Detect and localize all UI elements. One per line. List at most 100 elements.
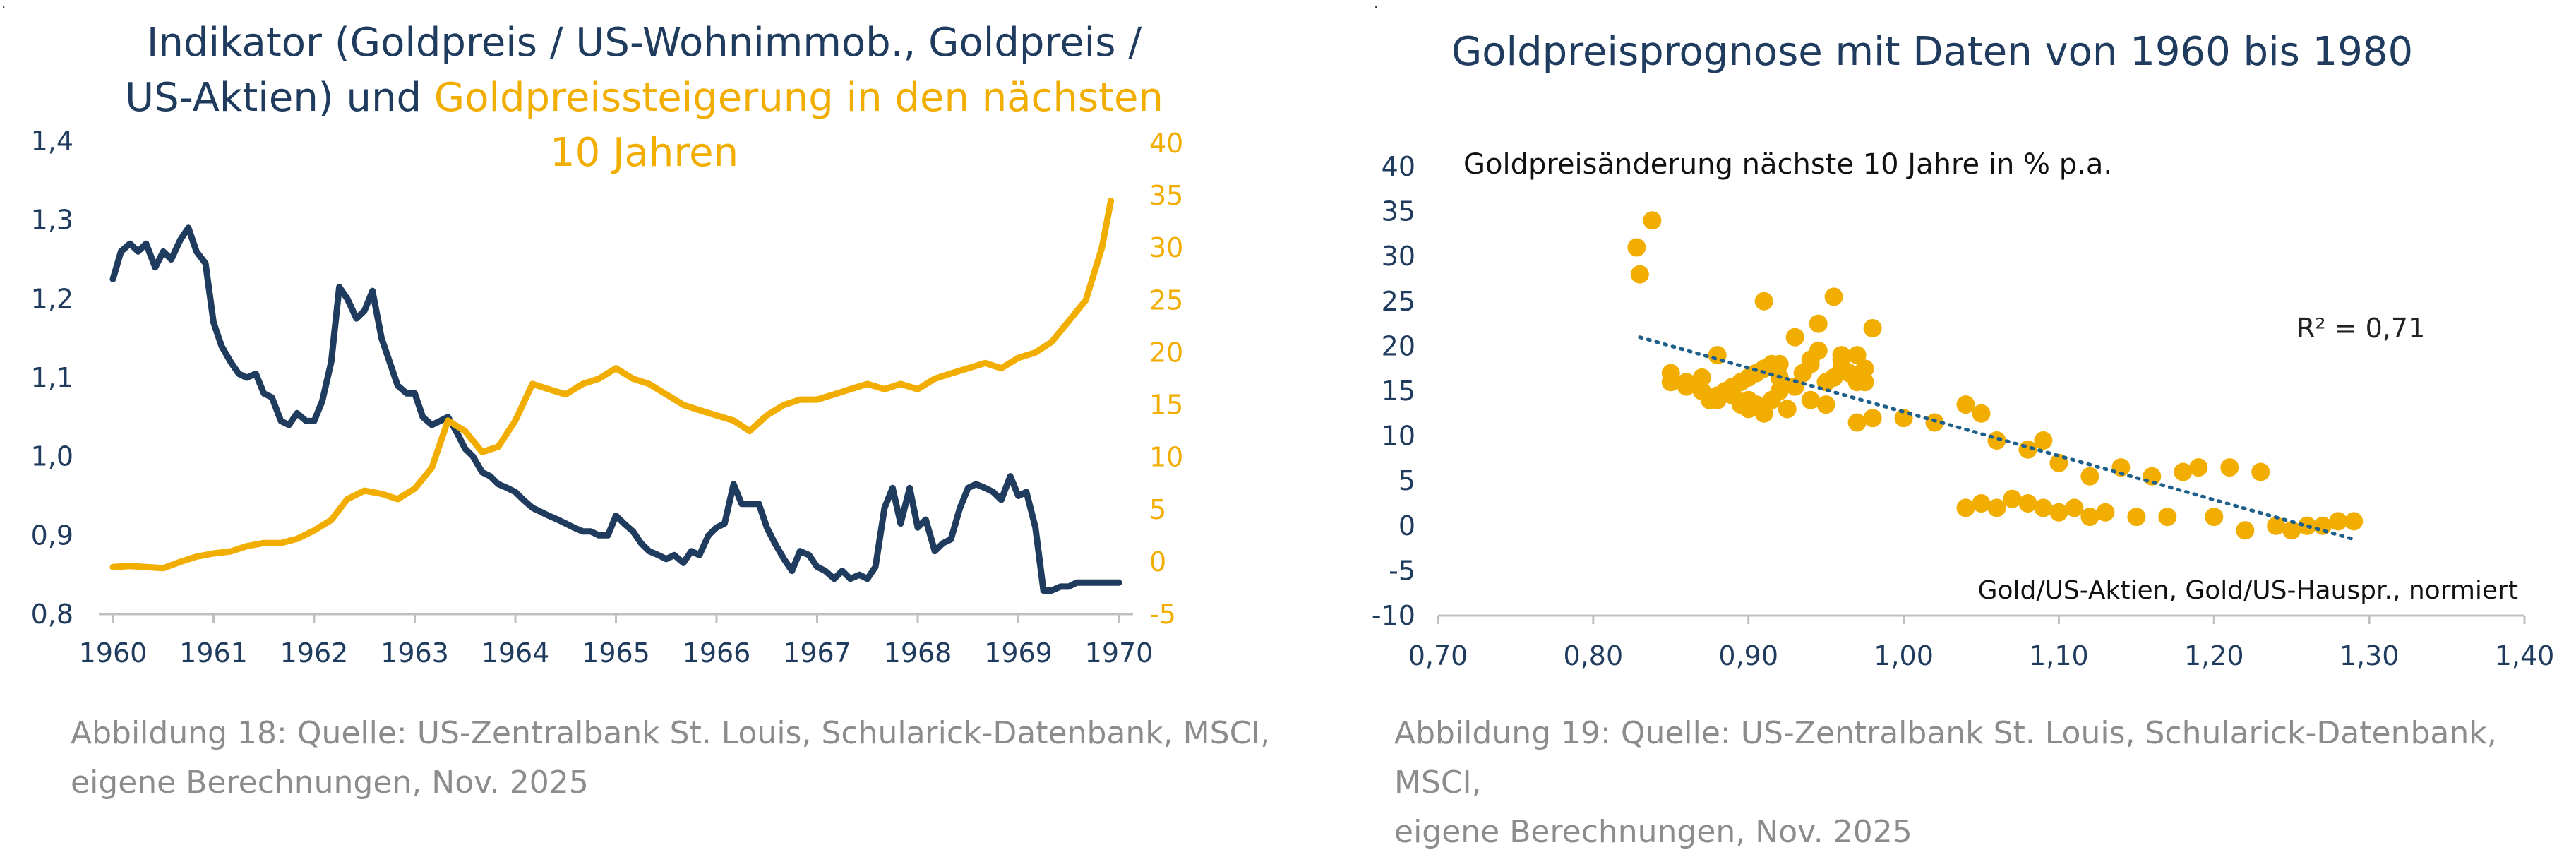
right-chart-title: Goldpreisprognose mit Daten von 1960 bis… [1451,29,2414,75]
r-squared-annotation: R² = 0,71 [2296,313,2425,344]
left-y-tick-label: 1,4 [31,126,73,157]
scatter-point [2329,512,2348,531]
scatter-y-tick-label: 40 [1382,151,1415,182]
scatter-point [1987,431,2006,450]
scatter-point [1630,265,1649,284]
scatter-point [1855,359,1874,378]
left-x-tick-label: 1969 [984,637,1053,669]
scatter-point [1739,400,1758,419]
scatter-y-axis-label: Goldpreisänderung nächste 10 Jahre in % … [1463,148,2112,181]
indicator-series-line [109,224,1122,594]
right-y-tick-label: 15 [1149,390,1183,421]
left-caption-line2: eigene Berechnungen, Nov. 2025 [71,765,589,801]
left-x-tick-label: 1962 [280,637,349,669]
scatter-point [1832,359,1851,378]
scatter-point [1754,404,1773,423]
scatter-point [2065,498,2084,517]
right-y-tick-label: 20 [1149,337,1183,368]
scatter-point [2251,462,2270,481]
scatter-point [1972,494,1991,513]
scatter-y-tick-label: 20 [1382,330,1415,361]
scatter-point [1816,395,1835,414]
trend-line [1638,335,2356,541]
right-y-tick-label: 35 [1149,180,1183,211]
scatter-point [2111,458,2131,477]
scatter-point [1863,319,1882,337]
scatter-point [2267,516,2286,535]
scatter-y-tick-label: 30 [1382,241,1415,272]
left-y-tick-label: 1,1 [31,362,73,393]
left-title-navy-part: US-Aktien) und [125,75,421,121]
scatter-point [2174,462,2193,481]
scatter-y-tick-label: 35 [1382,196,1415,227]
left-title-gold-part: Goldpreissteigerung in den nächsten [433,75,1163,121]
right-y-tick-label: 5 [1149,494,1166,525]
scatter-point [1793,364,1812,383]
left-line-chart: 1960 1961 1962 1963 1964 1965 1966 1967 1968 1969… [31,126,1184,669]
right-y-tick-label: 40 [1149,128,1183,159]
right-y-tick-label: -5 [1149,599,1176,630]
scatter-point [1956,395,1975,414]
scatter-y-tick-label: 5 [1398,465,1415,496]
left-y-tick-label: 0,8 [31,599,73,630]
scatter-x-tick-label: 1,10 [2029,640,2089,671]
scatter-point [1863,409,1882,428]
left-chart-caption: Abbildung 18: Quelle: US-Zentralbank St.… [71,709,1270,808]
left-x-tick-label: 1967 [783,637,851,669]
corner-dot-left: . [1,0,6,11]
scatter-point [2034,498,2053,517]
scatter-y-tick-label: 0 [1398,510,1415,541]
left-caption-line1: Abbildung 18: Quelle: US-Zentralbank St.… [71,715,1271,751]
scatter-point [2282,521,2301,540]
right-scatter-chart: 0,70 0,80 0,90 1,00 1,10 1,20 1,30 1,40 40 35 30 25… [1372,148,2555,671]
left-chart-title-line1: Indikator (Goldpreis / US-Wohnimmob., Go… [146,20,1142,66]
scatter-point [2034,431,2053,450]
right-chart-panel: Goldpreisprognose mit Daten von 1960 bis… [1288,0,2576,850]
scatter-point [1643,211,1662,230]
corner-dot-right: . [1374,0,1379,11]
scatter-point [1785,328,1804,347]
right-caption-line1: Abbildung 19: Quelle: US-Zentralbank St.… [1394,715,2497,801]
scatter-point [1847,346,1867,365]
scatter-x-tick-label: 1,40 [2495,640,2555,671]
scatter-point [1824,287,1843,306]
gold-increase-series-line [109,198,1115,572]
scatter-point [1832,346,1851,365]
scatter-point [1855,373,1874,392]
scatter-point [1770,382,1789,400]
scatter-point [2096,503,2115,522]
scatter-x-tick-label: 0,90 [1718,640,1778,671]
scatter-point [1661,373,1680,392]
left-y-tick-label: 1,0 [31,441,73,472]
scatter-y-tick-label: -10 [1372,600,1415,631]
scatter-point [2158,508,2177,527]
scatter-x-tick-label: 1,20 [2184,640,2244,671]
scatter-point [2189,458,2208,477]
scatter-point [2080,508,2099,527]
scatter-point [2127,508,2146,527]
left-y-tick-label: 0,9 [31,520,73,551]
scatter-x-tick-label: 1,00 [1874,640,1934,671]
scatter-y-tick-label: 15 [1382,376,1415,407]
left-y-tick-label: 1,2 [31,283,73,314]
scatter-point [1801,390,1820,409]
left-chart-title-line3: 10 Jahren [549,130,739,176]
scatter-point [1747,364,1766,383]
left-y-tick-label: 1,3 [31,205,73,236]
scatter-point [1754,292,1773,311]
right-y-tick-label: 10 [1149,442,1183,473]
right-y-tick-label: 30 [1149,232,1183,263]
right-chart-caption: Abbildung 19: Quelle: US-Zentralbank St.… [1394,709,2576,857]
scatter-y-tick-label: 25 [1382,286,1415,317]
scatter-x-axis-label: Gold/US-Aktien, Gold/US-Hauspr., normier… [1978,576,2518,605]
right-y-tick-label: 0 [1149,546,1166,577]
scatter-point [1809,341,1828,360]
left-x-tick-label: 1966 [683,637,751,669]
scatter-point [2205,508,2224,527]
scatter-point [2003,489,2022,508]
scatter-point [2344,512,2364,531]
scatter-point [2080,467,2099,486]
right-y-tick-label: 25 [1149,284,1183,316]
scatter-point [1956,498,1975,517]
scatter-point [2049,503,2068,522]
